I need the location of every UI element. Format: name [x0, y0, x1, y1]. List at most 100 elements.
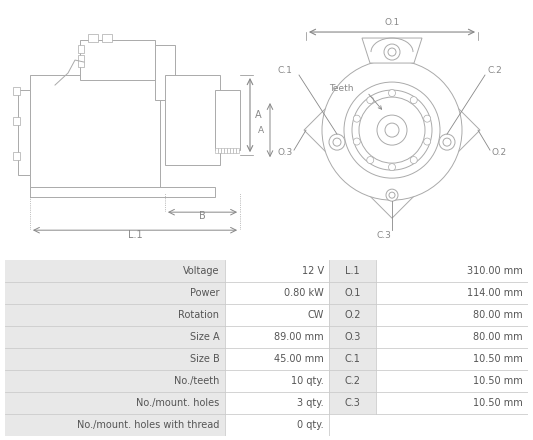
- Text: 114.00 mm: 114.00 mm: [467, 288, 522, 297]
- Bar: [215, 90, 240, 150]
- Text: Voltage: Voltage: [183, 266, 220, 275]
- Text: O.2: O.2: [492, 148, 507, 157]
- Polygon shape: [362, 38, 422, 63]
- Text: 3 qty.: 3 qty.: [297, 398, 324, 407]
- Circle shape: [443, 138, 451, 146]
- Text: 10 qty.: 10 qty.: [291, 376, 324, 385]
- Bar: [165, 75, 220, 165]
- Text: Size A: Size A: [190, 332, 220, 341]
- Text: Rotation: Rotation: [179, 310, 220, 319]
- Bar: [225, 370, 329, 392]
- Text: C.1: C.1: [277, 66, 292, 75]
- Bar: [376, 326, 528, 348]
- Bar: [80, 40, 155, 80]
- Text: C.3: C.3: [345, 398, 361, 407]
- Text: 0.80 kW: 0.80 kW: [284, 288, 324, 297]
- Text: 45.00 mm: 45.00 mm: [274, 354, 324, 363]
- Bar: [221, 148, 223, 153]
- Bar: [225, 392, 329, 414]
- Bar: [329, 348, 376, 370]
- Bar: [88, 34, 98, 42]
- Text: A: A: [258, 125, 264, 135]
- Bar: [376, 260, 528, 282]
- Circle shape: [367, 97, 374, 104]
- Text: 12 V: 12 V: [302, 266, 324, 275]
- Bar: [13, 87, 20, 95]
- Text: 0 qty.: 0 qty.: [297, 420, 324, 429]
- Bar: [215, 148, 217, 153]
- Bar: [5, 392, 225, 414]
- Circle shape: [367, 157, 374, 164]
- Circle shape: [384, 44, 400, 60]
- Bar: [5, 304, 225, 326]
- Bar: [225, 260, 329, 282]
- Circle shape: [344, 82, 440, 178]
- Circle shape: [389, 192, 395, 198]
- Bar: [329, 370, 376, 392]
- Bar: [329, 392, 376, 414]
- Circle shape: [386, 189, 398, 201]
- Text: Teeth: Teeth: [329, 84, 353, 93]
- Text: 89.00 mm: 89.00 mm: [274, 332, 324, 341]
- Circle shape: [352, 90, 432, 170]
- Bar: [230, 148, 232, 153]
- Text: C.2: C.2: [345, 376, 361, 385]
- Circle shape: [385, 123, 399, 137]
- Bar: [5, 326, 225, 348]
- Circle shape: [410, 97, 417, 104]
- Bar: [102, 34, 112, 42]
- Bar: [218, 148, 221, 153]
- Text: Size B: Size B: [190, 354, 220, 363]
- Bar: [78, 55, 84, 67]
- Bar: [5, 414, 225, 436]
- Circle shape: [424, 138, 431, 145]
- Circle shape: [322, 60, 462, 200]
- Circle shape: [389, 90, 395, 96]
- Bar: [233, 148, 236, 153]
- Text: 310.00 mm: 310.00 mm: [467, 266, 522, 275]
- Text: CW: CW: [308, 310, 324, 319]
- Circle shape: [353, 138, 360, 145]
- Text: O.2: O.2: [344, 310, 361, 319]
- Bar: [376, 392, 528, 414]
- Text: No./mount. holes with thread: No./mount. holes with thread: [77, 420, 220, 429]
- Text: C.3: C.3: [376, 231, 391, 240]
- Bar: [5, 348, 225, 370]
- Bar: [5, 260, 225, 282]
- Bar: [13, 152, 20, 160]
- Bar: [78, 45, 84, 53]
- Bar: [225, 414, 329, 436]
- Circle shape: [353, 115, 360, 122]
- Polygon shape: [304, 42, 480, 218]
- Bar: [329, 260, 376, 282]
- Bar: [5, 282, 225, 304]
- Text: 10.50 mm: 10.50 mm: [473, 354, 522, 363]
- Bar: [236, 148, 238, 153]
- Text: 10.50 mm: 10.50 mm: [473, 398, 522, 407]
- Circle shape: [377, 115, 407, 145]
- Circle shape: [329, 134, 345, 150]
- Text: B: B: [199, 211, 205, 221]
- Bar: [329, 326, 376, 348]
- Text: O.1: O.1: [384, 18, 400, 27]
- Bar: [376, 348, 528, 370]
- Text: No./mount. holes: No./mount. holes: [136, 398, 220, 407]
- Text: C.2: C.2: [487, 66, 502, 75]
- Text: L.1: L.1: [345, 266, 360, 275]
- Bar: [376, 304, 528, 326]
- Bar: [329, 282, 376, 304]
- Bar: [30, 187, 215, 197]
- Bar: [5, 370, 225, 392]
- Bar: [225, 348, 329, 370]
- Text: O.3: O.3: [344, 332, 361, 341]
- Bar: [376, 282, 528, 304]
- Circle shape: [410, 157, 417, 164]
- Text: No./teeth: No./teeth: [174, 376, 220, 385]
- Text: O.1: O.1: [344, 288, 361, 297]
- Circle shape: [439, 134, 455, 150]
- Bar: [376, 370, 528, 392]
- Text: O.3: O.3: [278, 148, 293, 157]
- Text: A: A: [255, 110, 262, 120]
- Circle shape: [388, 48, 396, 56]
- Circle shape: [333, 138, 341, 146]
